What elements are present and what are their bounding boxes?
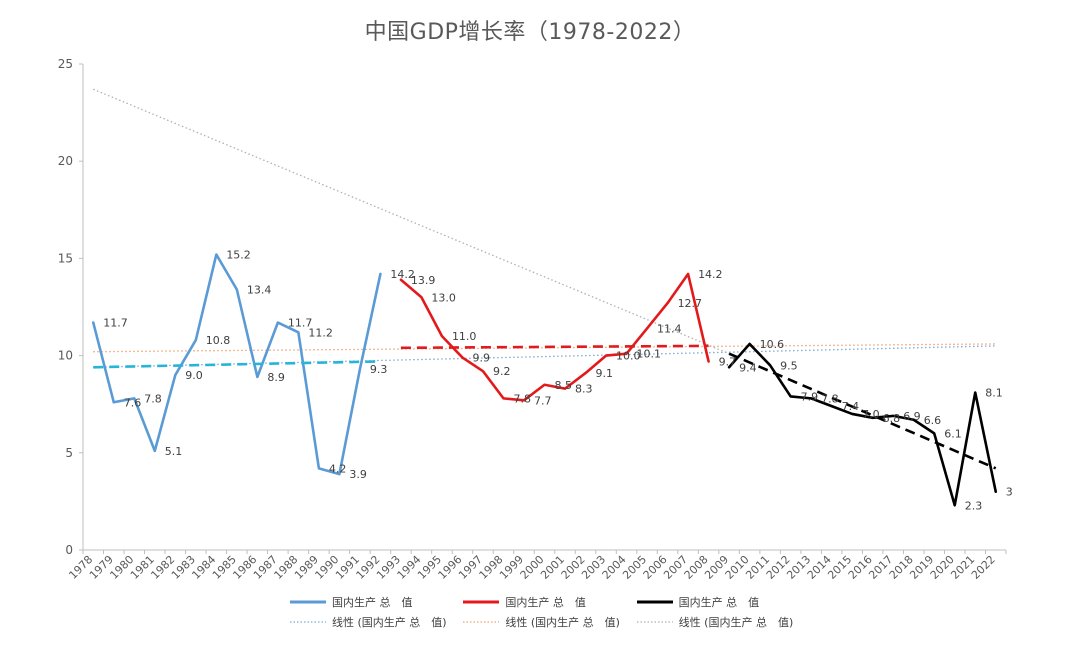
data-label: 10.0 bbox=[616, 350, 641, 363]
data-label: 11.0 bbox=[452, 330, 477, 343]
data-label: 6.6 bbox=[924, 414, 942, 427]
y-tick-label: 15 bbox=[58, 251, 73, 265]
data-label: 11.4 bbox=[657, 322, 682, 335]
data-label: 7.8 bbox=[144, 392, 162, 405]
data-label: 14.2 bbox=[390, 268, 415, 281]
data-label: 10.1 bbox=[637, 348, 662, 361]
legend-swatch-blue-trend bbox=[290, 621, 326, 623]
trendline-2 bbox=[93, 88, 730, 355]
segment-trend-1 bbox=[400, 344, 709, 350]
data-label: 7.6 bbox=[124, 396, 141, 409]
chart-title: 中国GDP增长率（1978-2022） bbox=[364, 20, 696, 45]
data-label: 9.9 bbox=[472, 352, 490, 365]
data-label: 9.2 bbox=[493, 365, 511, 378]
legend-swatch-red bbox=[463, 600, 500, 604]
data-label: 8.5 bbox=[555, 379, 573, 392]
segment-trend-0 bbox=[93, 360, 381, 369]
data-label: 9.5 bbox=[780, 359, 798, 372]
data-label: 7.9 bbox=[801, 390, 819, 403]
y-tick-label: 10 bbox=[58, 349, 73, 363]
legend-label: 线性 (国内生产 总 值) bbox=[505, 616, 620, 629]
series-line-0 bbox=[91, 253, 382, 476]
series-line-2 bbox=[727, 342, 998, 507]
data-label: 14.2 bbox=[698, 268, 723, 281]
legend-item-blue-series: 国内生产 总 值 bbox=[290, 594, 463, 610]
data-label: 12.7 bbox=[678, 297, 703, 310]
data-label: 8.3 bbox=[575, 383, 593, 396]
data-label: 4.2 bbox=[329, 462, 347, 475]
data-label: 9.3 bbox=[370, 363, 388, 376]
data-label: 2.3 bbox=[965, 499, 983, 512]
legend-label: 国内生产 总 值 bbox=[678, 596, 760, 609]
legend: 国内生产 总 值 国内生产 总 值 国内生产 总 值 线性 (国内生产 总 值)… bbox=[290, 592, 810, 632]
legend-swatch-black bbox=[636, 600, 673, 604]
y-tick-label: 20 bbox=[58, 154, 73, 168]
legend-label: 国内生产 总 值 bbox=[332, 596, 413, 609]
data-label: 6.8 bbox=[883, 412, 901, 425]
data-label: 8.9 bbox=[267, 371, 285, 384]
data-label: 13.9 bbox=[411, 274, 436, 287]
data-label: 6.9 bbox=[903, 410, 921, 423]
legend-item-black-series: 国内生产 总 值 bbox=[636, 594, 810, 610]
data-label: 7.0 bbox=[862, 408, 880, 421]
data-label: 9.1 bbox=[596, 367, 614, 380]
data-label: 13.0 bbox=[431, 291, 456, 304]
data-label: 5.1 bbox=[165, 445, 183, 458]
legend-swatch-blue bbox=[290, 600, 326, 604]
data-label: 10.6 bbox=[760, 338, 785, 351]
y-tick-label: 0 bbox=[65, 543, 73, 557]
data-label: 7.8 bbox=[821, 392, 839, 405]
data-label: 10.8 bbox=[206, 334, 231, 347]
legend-item-red-series: 国内生产 总 值 bbox=[463, 594, 636, 610]
data-label: 3.9 bbox=[349, 468, 367, 481]
data-label: 15.2 bbox=[226, 249, 251, 262]
data-label: 11.7 bbox=[288, 317, 313, 330]
trendline-1 bbox=[93, 343, 996, 353]
data-label: 7.7 bbox=[534, 394, 552, 407]
x-tick-label: 2022 bbox=[969, 553, 998, 582]
data-label: 7.4 bbox=[842, 400, 860, 413]
data-label: 11.2 bbox=[308, 326, 333, 339]
data-label: 7.8 bbox=[513, 392, 531, 405]
legend-label: 线性 (国内生产 总 值) bbox=[678, 616, 794, 629]
legend-label: 国内生产 总 值 bbox=[505, 596, 586, 609]
data-label: 13.4 bbox=[247, 284, 271, 297]
legend-label: 线性 (国内生产 总 值) bbox=[332, 616, 447, 629]
y-tick-label: 5 bbox=[65, 446, 73, 460]
segment-trend-2 bbox=[728, 352, 997, 470]
legend-swatch-orange-trend bbox=[463, 621, 500, 623]
data-label: 8.1 bbox=[985, 387, 1003, 400]
legend-item-grey-trend: 线性 (国内生产 总 值) bbox=[636, 614, 810, 630]
data-label: 11.7 bbox=[103, 317, 128, 330]
legend-swatch-grey-trend bbox=[636, 621, 673, 623]
trendline-0 bbox=[93, 345, 996, 368]
data-label: 9.4 bbox=[739, 361, 757, 374]
data-label: 9.0 bbox=[185, 369, 203, 382]
y-tick-label: 25 bbox=[58, 57, 73, 71]
legend-item-blue-trend: 线性 (国内生产 总 值) bbox=[290, 614, 463, 630]
data-label: 6.1 bbox=[944, 427, 962, 440]
legend-item-orange-trend: 线性 (国内生产 总 值) bbox=[463, 614, 636, 630]
data-label: 3 bbox=[1006, 486, 1013, 499]
data-label: 9.7 bbox=[719, 355, 737, 368]
